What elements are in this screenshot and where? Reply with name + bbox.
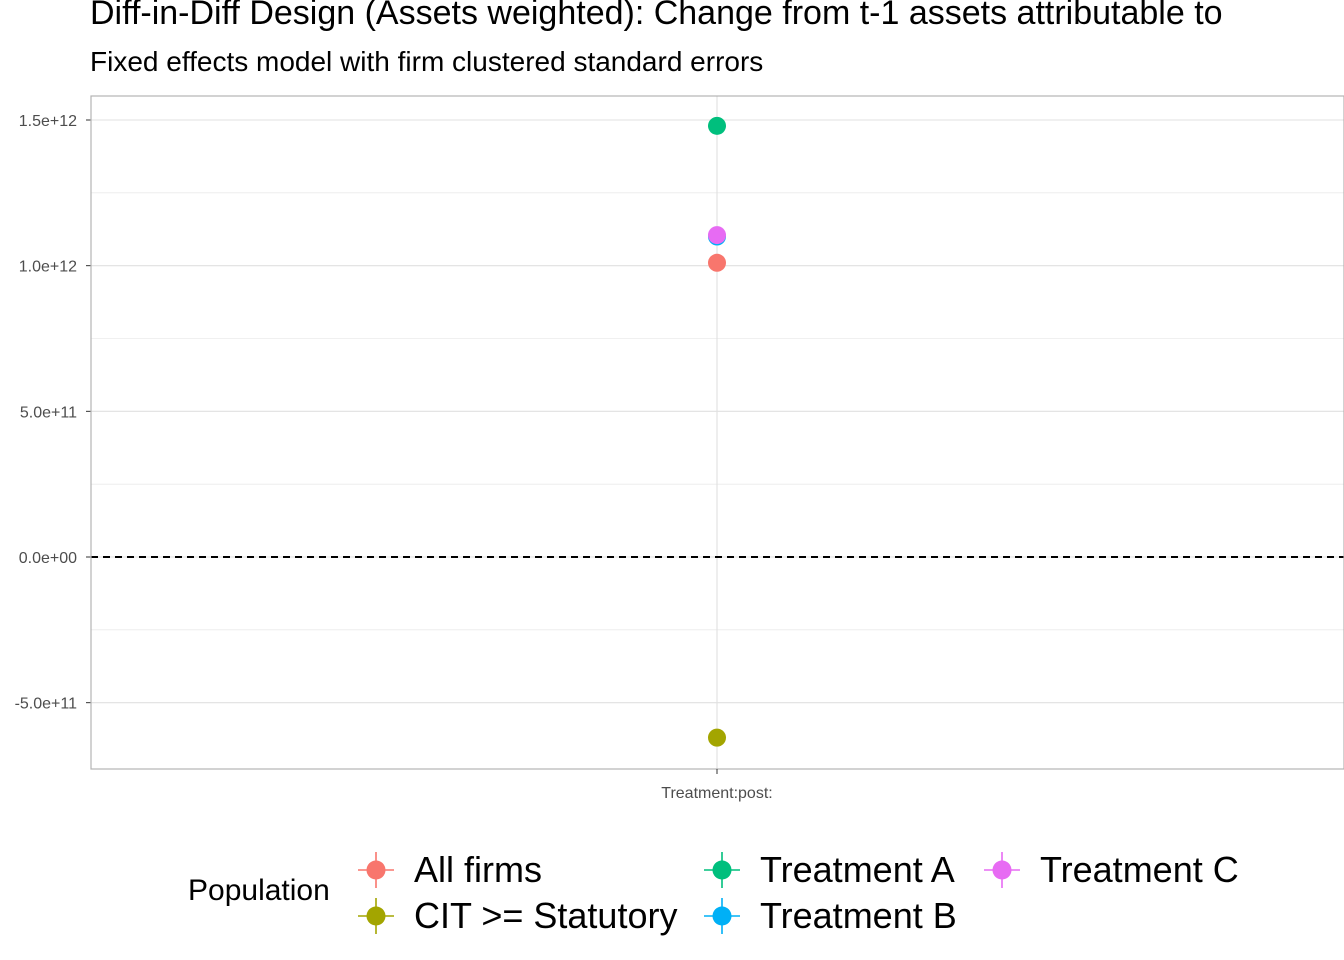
y-tick-label: 1.5e+12 (19, 113, 77, 130)
legend-item: Treatment B (702, 895, 957, 936)
data-point (708, 253, 726, 272)
legend-key-point (366, 860, 386, 880)
legend-label: Treatment B (760, 895, 957, 936)
legend-key-point (992, 860, 1012, 880)
y-tick-label: 5.0e+11 (20, 404, 77, 421)
legend-key (704, 852, 740, 888)
legend-key-point (712, 906, 732, 926)
legend-label: All firms (414, 849, 542, 890)
legend-key (984, 852, 1020, 888)
legend-label: Treatment A (760, 849, 955, 890)
chart-subtitle: Fixed effects model with firm clustered … (90, 46, 764, 77)
legend-item: Treatment C (982, 849, 1239, 890)
legend-key (358, 852, 394, 888)
legend-key-point (712, 860, 732, 880)
legend-key-point (366, 906, 386, 926)
plot-area: -5.0e+11 0.0e+00 5.0e+11 1.0e+12 1.5e+12 Trea… (15, 95, 1344, 802)
legend-item: Treatment A (702, 849, 955, 890)
legend-key (704, 898, 740, 934)
legend-item: CIT >= Statutory (356, 895, 678, 936)
y-tick-label: 1.0e+12 (19, 259, 77, 276)
legend-key (358, 898, 394, 934)
legend-label: Treatment C (1040, 849, 1239, 890)
legend-item: All firms (356, 849, 542, 890)
data-point (708, 116, 726, 135)
y-tick-label: -5.0e+11 (15, 696, 78, 713)
legend-label: CIT >= Statutory (414, 895, 678, 936)
data-point (708, 728, 726, 747)
legend-title: Population (188, 874, 330, 907)
y-tick-label: 0.0e+00 (19, 550, 77, 567)
x-tick-label: Treatment:post: (661, 785, 772, 802)
chart-title: Diff-in-Diff Design (Assets weighted): C… (90, 0, 1223, 32)
data-point (708, 226, 726, 245)
